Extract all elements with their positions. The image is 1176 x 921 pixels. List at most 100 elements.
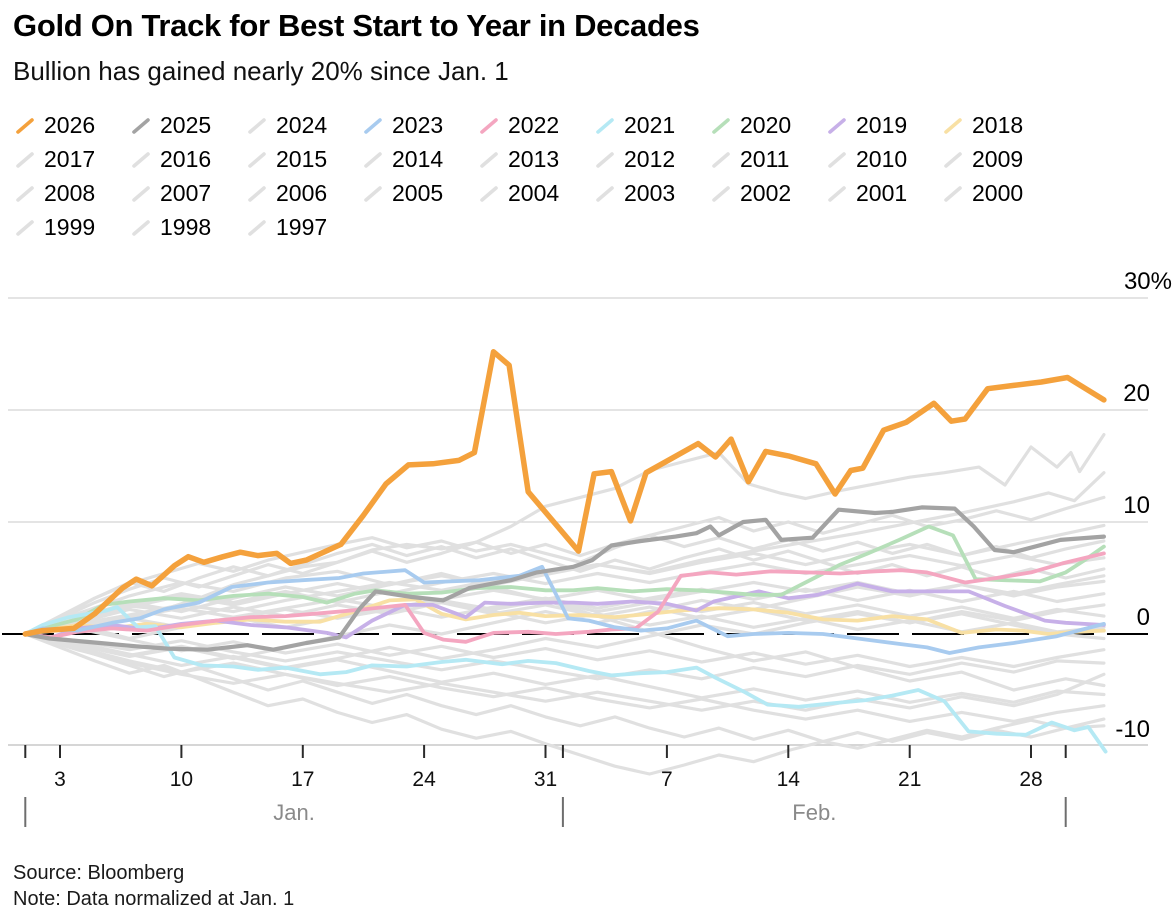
series-line-2024 (23, 433, 1106, 636)
legend-item-2002: 2002 (710, 180, 826, 207)
line-swatch-icon (248, 219, 266, 236)
line-swatch-icon (132, 219, 150, 236)
legend-item-2006: 2006 (246, 180, 362, 207)
legend-item-label: 2007 (160, 180, 212, 206)
chart-area: 3 10 17 24 31 7 14 21 28 Jan. Feb. 30% 20 10 0 -10 (0, 250, 1176, 850)
legend-item-2007: 2007 (130, 180, 246, 207)
legend-item-2000: 2000 (942, 180, 1058, 207)
series-line-2023 (23, 564, 1106, 655)
legend-item-2012: 2012 (594, 146, 710, 173)
y-axis-label: 10 (1123, 492, 1150, 519)
series-line-1998 (23, 632, 1106, 712)
y-axis-label: 30% (1124, 268, 1172, 295)
line-swatch-icon (596, 185, 614, 202)
legend-item-label: 2023 (392, 112, 444, 138)
line-swatch-icon (248, 151, 266, 168)
legend-item-2018: 2018 (942, 112, 1058, 139)
legend-item-2013: 2013 (478, 146, 594, 173)
line-swatch-icon (16, 185, 34, 202)
series-line-2013 (23, 632, 1106, 776)
line-swatch-icon (364, 117, 382, 134)
legend-item-label: 2022 (508, 112, 560, 138)
legend-item-label: 1997 (276, 214, 328, 240)
line-swatch-icon (16, 151, 34, 168)
legend-item-label: 2008 (44, 180, 96, 206)
legend-item-label: 2019 (856, 112, 908, 138)
line-swatch-icon (480, 117, 498, 134)
legend-item-label: 2005 (392, 180, 444, 206)
legend-item-2010: 2010 (826, 146, 942, 173)
legend-item-2003: 2003 (594, 180, 710, 207)
legend-item-label: 2020 (740, 112, 792, 138)
legend-item-label: 2006 (276, 180, 328, 206)
series-line-2017 (23, 471, 1106, 636)
series-line-2005 (23, 632, 1106, 681)
line-swatch-icon (712, 185, 730, 202)
line-swatch-icon (364, 185, 382, 202)
line-swatch-icon (132, 117, 150, 134)
legend-item-2011: 2011 (710, 146, 826, 173)
y-axis-label: -10 (1115, 716, 1150, 743)
legend-item-2016: 2016 (130, 146, 246, 173)
legend-item-label: 1998 (160, 214, 212, 240)
legend-item-2014: 2014 (362, 146, 478, 173)
legend-item-2020: 2020 (710, 112, 826, 139)
legend-item-label: 2011 (740, 146, 790, 172)
legend-item-2001: 2001 (826, 180, 942, 207)
legend-item-2008: 2008 (14, 180, 130, 207)
legend-item-label: 2017 (44, 146, 96, 172)
x-axis-label: 24 (412, 768, 436, 791)
y-axis-label: 0 (1137, 604, 1150, 631)
legend-item-label: 2014 (392, 146, 444, 172)
line-swatch-icon (596, 117, 614, 134)
legend-item-label: 2001 (856, 180, 908, 206)
line-swatch-icon (132, 151, 150, 168)
line-swatch-icon (16, 219, 34, 236)
legend-item-label: 2012 (624, 146, 676, 172)
series-line-2009 (23, 542, 1106, 636)
source-note: Source: Bloomberg (13, 862, 185, 884)
month-label: Feb. (792, 800, 836, 825)
legend-item-label: 2016 (160, 146, 212, 172)
legend-item-2004: 2004 (478, 180, 594, 207)
header: Gold On Track for Best Start to Year in … (13, 8, 1163, 87)
legend-item-label: 2002 (740, 180, 792, 206)
legend-item-2019: 2019 (826, 112, 942, 139)
series-line-2010 (23, 603, 1106, 670)
line-swatch-icon (828, 151, 846, 168)
x-axis-label: 3 (54, 768, 66, 791)
series-line-2018 (23, 597, 1106, 636)
line-swatch-icon (364, 151, 382, 168)
line-swatch-icon (132, 185, 150, 202)
series-line-2021 (23, 605, 1108, 754)
x-axis-label: 10 (170, 768, 193, 791)
line-swatch-icon (944, 185, 962, 202)
legend-item-label: 2015 (276, 146, 328, 172)
y-axis-label: 20 (1123, 380, 1150, 407)
legend: 2026 2025 2024 2023 2022 2021 2020 2019 2018 2017… (14, 112, 1170, 241)
line-swatch-icon (944, 117, 962, 134)
legend-item-2024: 2024 (246, 112, 362, 139)
data-note: Note: Data normalized at Jan. 1 (13, 888, 295, 910)
legend-item-1999: 1999 (14, 214, 130, 241)
line-swatch-icon (712, 151, 730, 168)
legend-item-label: 2021 (624, 112, 676, 138)
legend-item-2015: 2015 (246, 146, 362, 173)
chart: 3 10 17 24 31 7 14 21 28 Jan. Feb. 30% 20 10 0 -10 (2, 268, 1172, 827)
legend-item-label: 2000 (972, 180, 1024, 206)
legend-item-2026: 2026 (14, 112, 130, 139)
footer: Source: Bloomberg Note: Data normalized … (13, 860, 294, 912)
line-swatch-icon (944, 151, 962, 168)
legend-item-label: 2009 (972, 146, 1024, 172)
x-axis-label: 14 (777, 768, 801, 791)
line-swatch-icon (480, 151, 498, 168)
legend-item-2023: 2023 (362, 112, 478, 139)
x-axis-label: 17 (291, 768, 314, 791)
line-swatch-icon (828, 185, 846, 202)
line-swatch-icon (828, 117, 846, 134)
line-swatch-icon (596, 151, 614, 168)
legend-item-label: 2003 (624, 180, 676, 206)
legend-item-label: 2025 (160, 112, 212, 138)
line-swatch-icon (480, 185, 498, 202)
series-line-2001 (23, 632, 1106, 724)
